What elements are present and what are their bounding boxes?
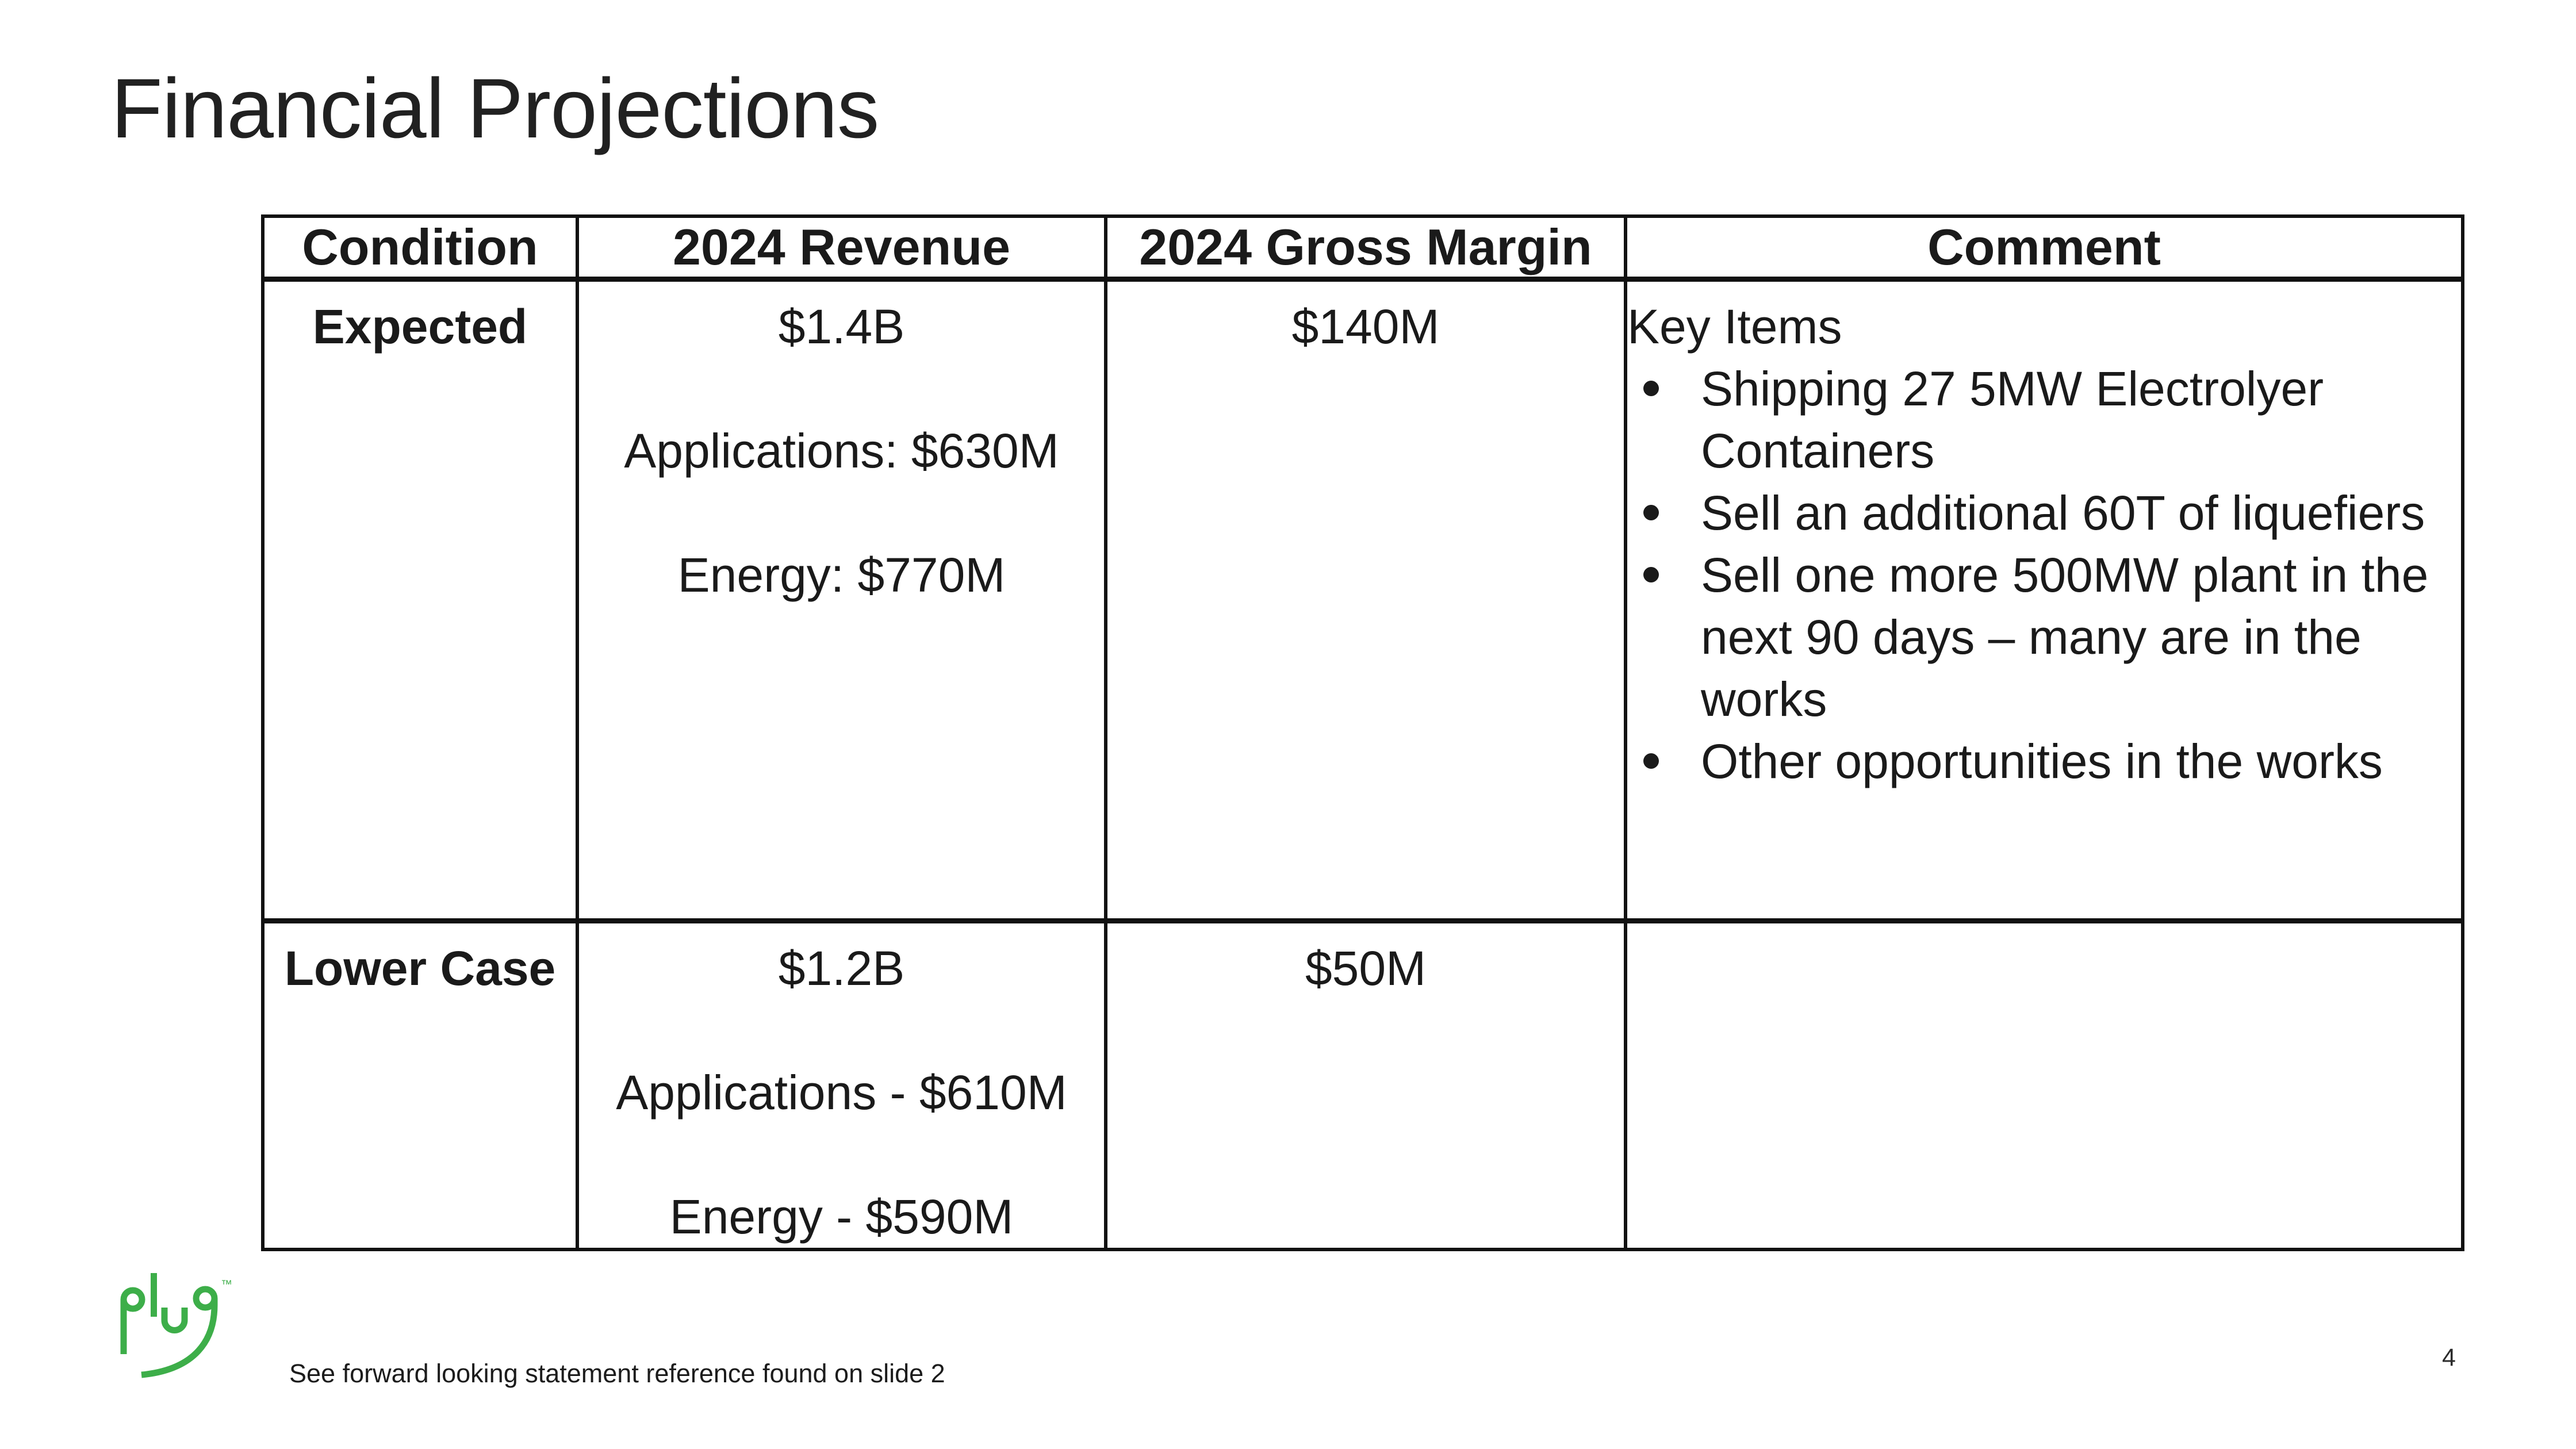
comment-bullet-item: Sell one more 500MW plant in the next 90… [1627, 544, 2431, 730]
table-header-row: Condition 2024 Revenue 2024 Gross Margin… [261, 214, 2464, 282]
cell-lower-comment [1624, 919, 2464, 1251]
header-condition: Condition [261, 214, 579, 282]
logo-g-smile [141, 1298, 218, 1378]
comment-bullet-item: Other opportunities in the works [1627, 730, 2431, 792]
table-row-expected: Expected $1.4B Applications: $630M Energ… [261, 277, 2464, 923]
cell-expected-gross-margin: $140M [1104, 277, 1627, 923]
logo-tm-mark: ™ [221, 1278, 232, 1291]
cell-expected-condition: Expected [261, 277, 579, 923]
comment-heading: Key Items [1627, 300, 1842, 354]
cell-expected-revenue: $1.4B Applications: $630M Energy: $770M [576, 277, 1107, 923]
header-comment: Comment [1624, 214, 2464, 282]
logo-u [161, 1308, 188, 1333]
financial-projections-table: Condition 2024 Revenue 2024 Gross Margin… [261, 214, 2464, 1251]
forward-looking-disclaimer: See forward looking statement reference … [289, 1359, 945, 1388]
header-2024-revenue: 2024 Revenue [576, 214, 1107, 282]
cell-expected-comment: Key Items Shipping 27 5MW Electrolyer Co… [1624, 277, 2464, 923]
page-title: Financial Projections [111, 62, 879, 156]
comment-bullet-item: Sell an additional 60T of liquefiers [1627, 482, 2431, 544]
comment-bullet-item: Shipping 27 5MW Electrolyer Containers [1627, 358, 2431, 482]
cell-lower-condition: Lower Case [261, 919, 579, 1251]
table-row-lower-case: Lower Case $1.2B Applications - $610M En… [261, 919, 2464, 1251]
comment-bullet-list: Shipping 27 5MW Electrolyer Containers S… [1627, 358, 2461, 792]
header-2024-gross-margin: 2024 Gross Margin [1104, 214, 1627, 282]
cell-lower-revenue: $1.2B Applications - $610M Energy - $590… [576, 919, 1107, 1251]
plug-logo-icon: ™ [120, 1273, 232, 1378]
page-number: 4 [2442, 1344, 2456, 1371]
cell-lower-gross-margin: $50M [1104, 919, 1627, 1251]
